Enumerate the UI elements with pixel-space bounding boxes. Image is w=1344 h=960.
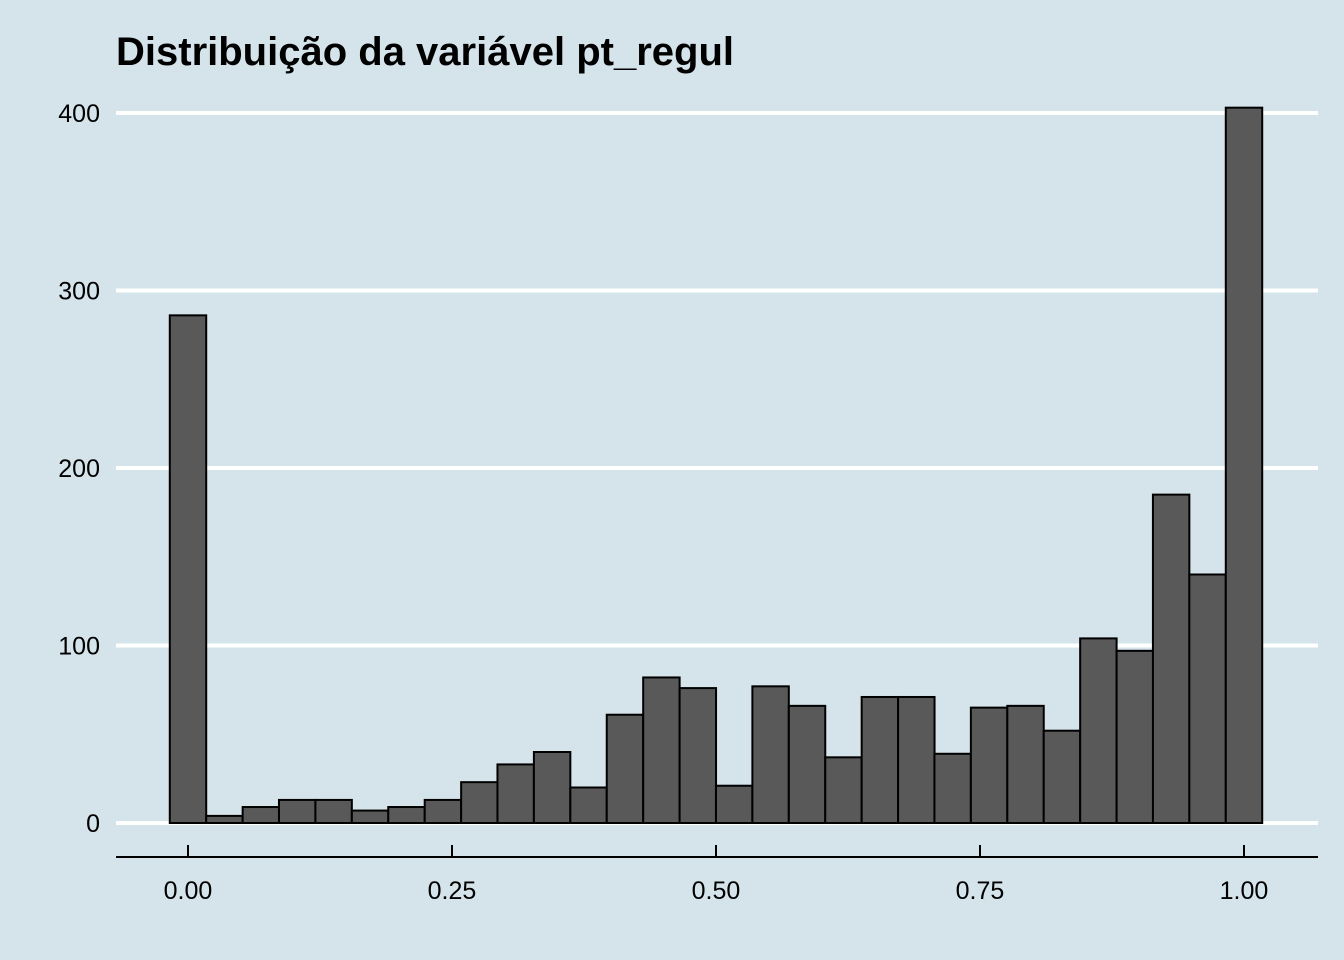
histogram-bar	[897, 695, 936, 824]
histogram-bar	[933, 752, 972, 825]
y-tick-label: 300	[58, 278, 100, 306]
histogram-bar	[496, 763, 535, 824]
histogram-bar	[969, 706, 1009, 824]
y-tick-label: 0	[86, 810, 100, 838]
histogram-bar	[314, 798, 353, 824]
histogram-bar	[168, 314, 208, 824]
histogram-bar	[1188, 573, 1227, 824]
histogram-bar	[678, 687, 718, 824]
histogram-bar	[350, 809, 390, 825]
histogram-bar	[605, 713, 645, 824]
histogram-bar	[277, 798, 317, 824]
histogram-bar	[569, 786, 608, 824]
histogram-bar	[1079, 637, 1118, 825]
x-tick-label: 0.25	[428, 877, 477, 905]
histogram-bar	[1224, 106, 1264, 825]
bars	[168, 106, 1264, 825]
y-tick-label: 400	[58, 100, 100, 128]
histogram-bar	[824, 756, 863, 825]
histogram-bar	[423, 798, 463, 824]
histogram-bar	[1115, 649, 1155, 825]
x-tick-label: 1.00	[1220, 877, 1269, 905]
axes: 0 100 200 300 400 0.00 0.25 0.50 0.75 1.00	[58, 100, 1318, 905]
histogram-bar	[1006, 704, 1045, 824]
chart-title: Distribuição da variável pt_regul	[116, 30, 734, 74]
y-tick-label: 200	[58, 455, 100, 483]
histogram-bar	[532, 751, 572, 824]
y-tick-label: 100	[58, 633, 100, 661]
histogram-bar	[860, 695, 900, 824]
histogram-bar	[787, 704, 827, 824]
histogram-bar	[1042, 729, 1082, 825]
x-tick-label: 0.00	[164, 877, 213, 905]
histogram-bar	[241, 806, 281, 825]
histogram-bar	[205, 814, 244, 825]
histogram-bar	[1151, 493, 1191, 824]
histogram-bar	[751, 685, 790, 825]
histogram-bar	[714, 784, 754, 824]
histogram-bar	[387, 806, 426, 825]
x-tick-label: 0.50	[692, 877, 741, 905]
x-tick-label: 0.75	[956, 877, 1005, 905]
histogram-bar	[642, 676, 681, 825]
histogram-bar	[460, 781, 499, 824]
